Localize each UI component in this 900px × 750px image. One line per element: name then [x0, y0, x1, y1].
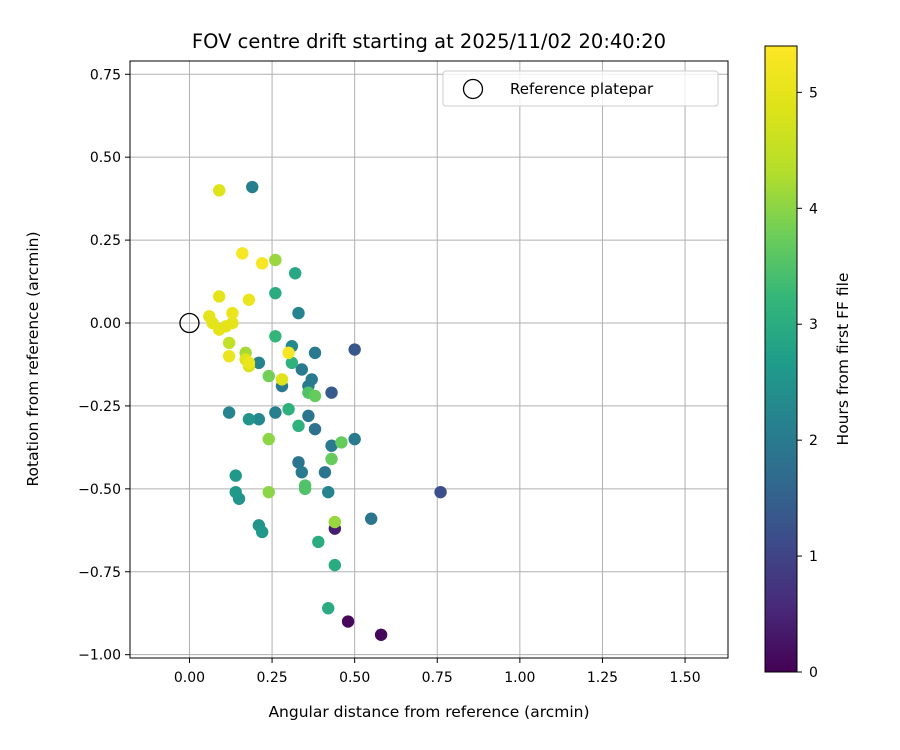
- data-point: [222, 349, 236, 363]
- data-point: [341, 615, 355, 628]
- data-point: [308, 346, 322, 360]
- plot-frame: [129, 60, 729, 659]
- data-point: [295, 466, 309, 479]
- data-point: [308, 422, 322, 436]
- data-point: [298, 482, 312, 496]
- y-axis-ticks: −1.00 −0.75 −0.50 −0.25 0.00 0.25 0.50 0.75: [78, 67, 130, 664]
- data-point: [275, 373, 289, 386]
- y-tick-label: 0.25: [90, 233, 121, 249]
- data-point: [308, 389, 322, 403]
- data-point: [374, 628, 388, 641]
- data-point: [222, 336, 236, 350]
- data-point: [335, 436, 348, 449]
- legend-entry-reference-platepar: Reference platepar: [510, 80, 654, 98]
- grid-lines: [130, 61, 728, 658]
- data-point: [269, 330, 282, 343]
- data-point: [255, 525, 269, 539]
- y-tick-label: −0.25: [78, 399, 121, 415]
- data-point: [302, 409, 315, 423]
- x-tick-label: 1.50: [669, 670, 700, 686]
- y-tick-label: 0.50: [90, 150, 121, 166]
- data-point: [222, 406, 236, 419]
- legend: Reference platepar: [442, 70, 719, 107]
- data-points: [203, 180, 447, 641]
- x-axis-label: Angular distance from reference (arcmin): [268, 703, 589, 721]
- data-point: [295, 363, 309, 376]
- data-point: [262, 369, 275, 383]
- data-point: [348, 343, 361, 356]
- colorbar-gradient: [765, 46, 797, 672]
- data-point: [226, 316, 239, 330]
- x-tick-label: 1.00: [504, 670, 535, 686]
- data-point: [252, 413, 266, 426]
- data-point: [229, 485, 242, 499]
- x-tick-label: 0.25: [256, 670, 287, 686]
- data-point: [285, 356, 299, 370]
- colorbar-tick-label: 4: [809, 201, 818, 217]
- data-point: [288, 267, 302, 280]
- data-point: [242, 413, 256, 426]
- data-point: [242, 356, 256, 370]
- legend-marker: [462, 78, 484, 100]
- data-point: [328, 558, 342, 572]
- data-point: [269, 406, 282, 419]
- x-tick-label: 0.75: [422, 670, 453, 686]
- data-point: [269, 253, 282, 267]
- colorbar-ticks: 0 1 2 3 4 5: [797, 85, 818, 681]
- chart-title: FOV centre drift starting at 2025/11/02 …: [192, 30, 666, 53]
- colorbar-tick-label: 0: [809, 665, 818, 681]
- y-tick-label: −0.75: [78, 565, 121, 581]
- data-point: [322, 485, 335, 499]
- data-point: [292, 306, 305, 320]
- data-point: [292, 419, 305, 433]
- data-point: [226, 306, 239, 320]
- colorbar-frame: [764, 45, 798, 673]
- x-tick-label: 0.50: [339, 670, 370, 686]
- data-point: [325, 386, 338, 399]
- data-point: [236, 247, 249, 260]
- data-point: [213, 184, 226, 197]
- data-point: [328, 515, 342, 529]
- colorbar-label: Hours from first FF file: [834, 273, 852, 446]
- x-axis-ticks: 0.00 0.25 0.50 0.75 1.00 1.25 1.50: [174, 658, 701, 686]
- x-tick-label: 0.00: [174, 670, 205, 686]
- y-tick-label: 0.75: [90, 67, 121, 83]
- data-point: [322, 602, 335, 615]
- data-point: [269, 286, 282, 300]
- y-tick-label: 0.00: [90, 316, 121, 332]
- x-tick-label: 1.25: [587, 670, 618, 686]
- colorbar: 0 1 2 3 4 5 Hours from first FF file: [764, 45, 852, 681]
- colorbar-tick-label: 3: [809, 317, 818, 333]
- data-point: [434, 485, 447, 499]
- y-axis-label: Rotation from reference (arcmin): [24, 231, 42, 486]
- data-point: [312, 535, 325, 549]
- data-point: [262, 485, 275, 499]
- data-point: [292, 456, 305, 469]
- data-point: [325, 439, 338, 452]
- data-point: [252, 356, 266, 370]
- y-tick-label: −1.00: [78, 648, 121, 664]
- data-point: [229, 469, 242, 482]
- y-tick-label: −0.50: [78, 482, 121, 498]
- data-point: [282, 346, 295, 360]
- data-point: [282, 403, 295, 416]
- data-point: [325, 452, 338, 466]
- reference-point: [179, 312, 200, 334]
- data-point: [213, 290, 226, 303]
- data-point: [242, 293, 256, 306]
- data-point: [364, 512, 378, 525]
- colorbar-tick-label: 1: [809, 549, 818, 565]
- data-point: [246, 180, 259, 194]
- legend-box: [442, 70, 719, 107]
- colorbar-tick-label: 5: [809, 85, 818, 101]
- data-point: [255, 257, 269, 270]
- data-point: [348, 432, 361, 446]
- data-point: [262, 432, 275, 446]
- colorbar-tick-label: 2: [809, 433, 818, 449]
- data-point: [318, 466, 332, 479]
